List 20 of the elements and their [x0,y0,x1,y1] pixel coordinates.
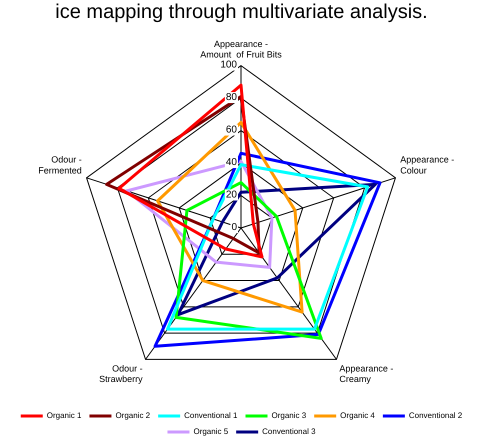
chart-title: ice mapping through multivariate analysis. [54,0,429,24]
spoke-label: Odour - Fermented [38,154,82,176]
legend-label: Organic 5 [193,427,229,436]
y-tick-label: 100 [220,59,238,70]
legend-label: Organic 4 [340,411,376,420]
y-tick-label: 40 [226,156,238,168]
y-tick-label: 60 [226,124,238,136]
legend-label: Conventional 2 [408,411,463,420]
spoke-label: Appearance - Creamy [339,363,394,384]
y-tick-label: 0 [231,222,238,233]
y-tick-label: 20 [226,189,238,200]
legend-label: Organic 3 [272,411,307,420]
legend-label: Organic 1 [46,411,82,420]
spoke-label: Appearance - Colour [400,154,454,176]
legend-label: Conventional 1 [184,411,238,420]
y-tick-label: 80 [226,92,238,103]
legend-label: Organic 2 [115,411,151,420]
legend-label: Conventional 3 [262,427,316,436]
spoke-label: Odour - Strawberry [99,363,144,384]
spoke-label: Appearance - Amount of Fruit Bits [200,38,282,60]
